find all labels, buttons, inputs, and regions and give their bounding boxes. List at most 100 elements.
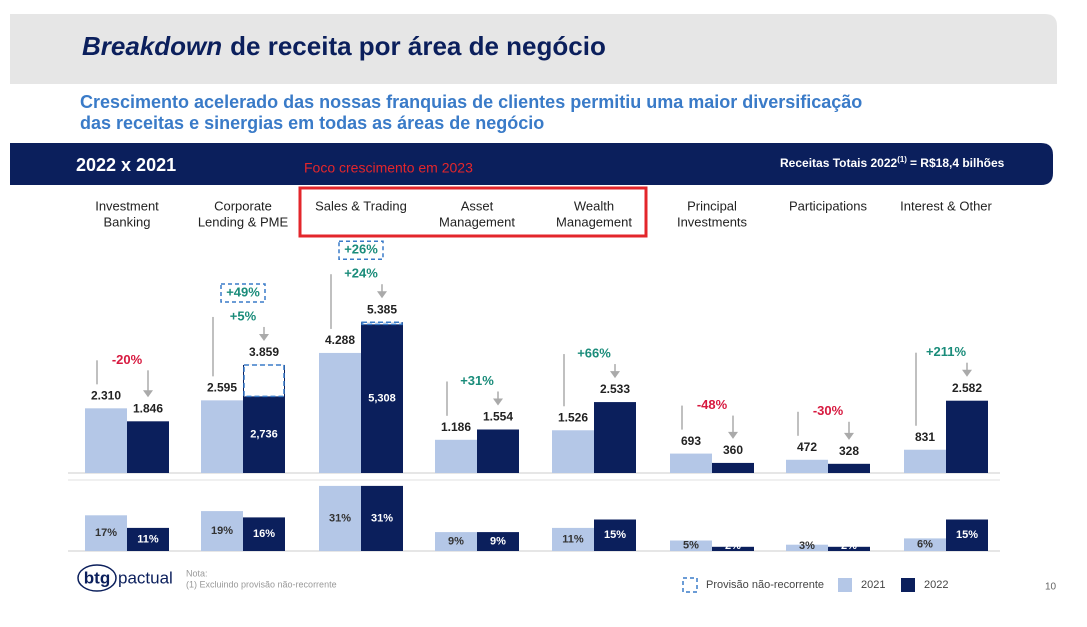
growth-label: +31% bbox=[460, 373, 494, 388]
total-value: = R$18,4 bilhões bbox=[910, 156, 1005, 170]
bar bbox=[828, 463, 870, 473]
value-label: 360 bbox=[723, 443, 743, 457]
recurring-label: 2,736 bbox=[250, 429, 278, 441]
subtitle: das receitas e sinergias em todas as áre… bbox=[80, 113, 544, 133]
category-label: Investment bbox=[95, 198, 159, 213]
legend-label: 2021 bbox=[861, 579, 885, 591]
total-note: (1) bbox=[897, 155, 907, 164]
banner bbox=[10, 143, 1053, 185]
value-label: 2.595 bbox=[207, 381, 237, 395]
bar bbox=[201, 400, 243, 473]
category-label: Wealth bbox=[574, 198, 614, 213]
growth-label: +24% bbox=[344, 266, 378, 281]
subtitle: Crescimento acelerado das nossas franqui… bbox=[80, 92, 862, 112]
category-label: Principal bbox=[687, 198, 737, 213]
note: (1) Excluindo provisão não-recorrente bbox=[186, 579, 337, 589]
value-label: 1.526 bbox=[558, 410, 588, 424]
share-label: 6% bbox=[917, 539, 933, 551]
bar bbox=[319, 352, 361, 473]
logo-bold: btg bbox=[84, 568, 110, 587]
category-label: Sales & Trading bbox=[315, 198, 407, 213]
category-label: Investments bbox=[677, 214, 748, 229]
share-bar bbox=[477, 532, 519, 551]
value-label: 328 bbox=[839, 444, 859, 458]
value-label: 831 bbox=[915, 430, 935, 444]
growth-label: +211% bbox=[926, 344, 967, 359]
banner-total: Receitas Totais 2022(1) = R$18,4 bilhões bbox=[780, 155, 1005, 170]
share-label: 31% bbox=[371, 512, 393, 524]
legend-swatch bbox=[682, 577, 698, 593]
bar bbox=[361, 324, 403, 473]
share-label: 11% bbox=[562, 533, 584, 545]
share-label: 19% bbox=[211, 525, 233, 537]
bar bbox=[127, 421, 169, 473]
growth-label: +66% bbox=[577, 346, 611, 361]
share-bar bbox=[552, 527, 594, 551]
note-title: Nota: bbox=[186, 568, 208, 578]
share-bar bbox=[435, 532, 477, 551]
arrow-head bbox=[143, 390, 153, 398]
share-label: 9% bbox=[448, 535, 464, 547]
bar bbox=[243, 396, 285, 473]
share-bar bbox=[201, 511, 243, 551]
category-label: Management bbox=[439, 214, 515, 229]
bar bbox=[904, 449, 946, 473]
value-label: 3.859 bbox=[249, 345, 279, 359]
share-bar bbox=[127, 527, 169, 551]
category-label: Corporate bbox=[214, 198, 272, 213]
value-label: 2.582 bbox=[952, 381, 982, 395]
growth-label: -30% bbox=[813, 403, 844, 418]
share-bar bbox=[904, 538, 946, 551]
arrow-head bbox=[493, 398, 503, 406]
category-label: Asset bbox=[461, 198, 494, 213]
legend-swatch bbox=[901, 578, 915, 592]
focus-box bbox=[298, 186, 648, 238]
bar bbox=[712, 462, 754, 473]
title: Breakdown de receita por área de negócio bbox=[82, 31, 606, 61]
arrow-head bbox=[962, 369, 972, 377]
bar bbox=[552, 430, 594, 473]
bar bbox=[670, 453, 712, 473]
bar bbox=[477, 429, 519, 473]
value-label: 1.186 bbox=[441, 420, 471, 434]
growth-ex-label: +26% bbox=[344, 242, 378, 257]
banner-focus: Foco crescimento em 2023 bbox=[304, 160, 473, 176]
logo-oval bbox=[77, 564, 117, 592]
legend-label: 2022 bbox=[924, 579, 948, 591]
category-label: Management bbox=[556, 214, 632, 229]
category-label: Interest & Other bbox=[900, 198, 992, 213]
share-bar bbox=[85, 515, 127, 551]
title-rest: de receita por área de negócio bbox=[230, 31, 606, 61]
growth-ex-box bbox=[338, 240, 384, 260]
legend-swatch bbox=[838, 578, 852, 592]
arrow-head bbox=[377, 291, 387, 299]
title-italic: Breakdown bbox=[82, 31, 222, 61]
legend-label: Provisão não-recorrente bbox=[706, 579, 824, 591]
value-label: 1.554 bbox=[483, 410, 513, 424]
share-bar bbox=[594, 519, 636, 551]
growth-label: +5% bbox=[230, 308, 257, 323]
share-bar bbox=[712, 546, 754, 551]
bar bbox=[946, 400, 988, 473]
bar bbox=[85, 408, 127, 473]
share-bar bbox=[786, 544, 828, 551]
share-label: 16% bbox=[253, 528, 275, 540]
share-label: 15% bbox=[956, 529, 978, 541]
bar bbox=[786, 459, 828, 473]
growth-label: -20% bbox=[112, 352, 143, 367]
value-label: 693 bbox=[681, 434, 701, 448]
value-label: 472 bbox=[797, 440, 817, 454]
page-number: 10 bbox=[1045, 582, 1057, 593]
arrow-head bbox=[728, 431, 738, 439]
banner-period: 2022 x 2021 bbox=[76, 155, 176, 175]
share-label: 11% bbox=[137, 533, 159, 545]
value-label: 2.310 bbox=[91, 388, 121, 402]
arrow-head bbox=[610, 371, 620, 379]
share-bar bbox=[946, 519, 988, 551]
category-label: Lending & PME bbox=[198, 214, 289, 229]
share-bar bbox=[670, 540, 712, 551]
value-label: 1.846 bbox=[133, 401, 163, 415]
arrow-head bbox=[259, 333, 269, 341]
share-label: 15% bbox=[604, 529, 626, 541]
